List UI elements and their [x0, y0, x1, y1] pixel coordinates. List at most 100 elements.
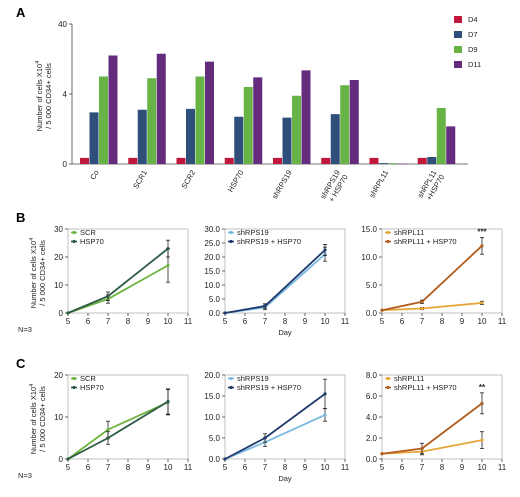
legend-label: SCR: [80, 228, 96, 237]
bar-d4-2: [176, 157, 186, 164]
bar-d11-2: [205, 61, 214, 164]
y-tick-label: 4.0: [366, 413, 378, 422]
x-tick-label: 8: [126, 463, 131, 472]
data-point: [480, 401, 484, 405]
x-tick-label: 10: [321, 317, 330, 326]
y-axis-label: Number of cells X104/ 5 000 CD34+ cells: [29, 384, 47, 455]
bar-d9-3: [243, 87, 253, 164]
bar-d11-4: [301, 70, 311, 164]
x-tick-label: 6: [86, 463, 91, 472]
x-tick-label: 11: [341, 463, 350, 472]
legend-swatch-d11: [454, 61, 462, 68]
y-tick-label: 4: [63, 90, 68, 99]
legend-label: shRPL11: [394, 374, 424, 383]
y-tick-label: 20: [54, 371, 63, 380]
x-tick-label: 5: [223, 463, 228, 472]
y-tick-label: 10.0: [361, 253, 377, 262]
bar-d4-0: [80, 157, 89, 164]
x-axis-label: Day: [278, 328, 292, 337]
legend-marker: [72, 376, 76, 381]
x-tick-label: 5: [380, 317, 385, 326]
bar-d7-5: [330, 114, 340, 164]
x-tick-label: 9: [146, 463, 151, 472]
legend-label: shRPL11: [394, 228, 424, 237]
y-tick-label: 0: [59, 455, 64, 464]
bar-d9-5: [340, 85, 350, 164]
x-tick-label: 10: [478, 317, 487, 326]
legend-label: shRPS19 + HSP70: [237, 383, 301, 392]
legend-marker: [229, 376, 233, 381]
x-tick-label: 8: [440, 317, 445, 326]
x-tick-label: 7: [263, 317, 268, 326]
legend-marker: [386, 230, 390, 235]
series-line-shrpl11-hsp70: [381, 402, 483, 455]
legend-marker: [386, 239, 390, 244]
y-tick-label: 10: [54, 281, 63, 290]
x-tick-label: 8: [283, 463, 288, 472]
y-axis-label-superscript: 4: [29, 238, 35, 241]
bar-d11-7: [446, 126, 456, 164]
bar-d9-2: [195, 76, 205, 164]
series-line-shrps19-hsp70: [224, 393, 326, 460]
subplot-c-2: 5 6 7 8 9 10 11 0.0 5.0 10.0 15.0 20.0 shRPS19shRPS1…: [204, 371, 349, 472]
bar-d9-1: [147, 78, 157, 164]
bar-d4-7: [417, 157, 427, 164]
data-point: [223, 457, 227, 461]
bar-d7-7: [427, 157, 437, 164]
y-tick-label: 20: [54, 253, 63, 262]
legend-marker: [229, 385, 233, 390]
y-axis-label-line1: Number of cells X10: [29, 241, 38, 309]
series-line-shrps19: [224, 414, 326, 460]
y-tick-label: 15.0: [204, 267, 220, 276]
panel-b: B Number of cells X104/ 5 000 CD34+ cells…: [16, 210, 507, 337]
data-point: [106, 436, 110, 440]
x-tick-label: 9: [303, 463, 308, 472]
y-tick-label: 5.0: [209, 434, 221, 443]
legend-swatch-d4: [454, 16, 462, 23]
y-tick-label: 10: [54, 413, 63, 422]
category-label-line: SCR2: [179, 169, 197, 191]
y-tick-label: 5.0: [366, 281, 378, 290]
legend-label: HSP70: [80, 237, 104, 246]
category-label: shRPS19: [270, 169, 294, 201]
data-point: [323, 392, 327, 396]
legend-label: shRPS19: [237, 374, 269, 383]
y-tick-label: 5.0: [209, 295, 221, 304]
category-label: HSP70: [226, 169, 246, 194]
bar-d4-5: [321, 157, 331, 164]
bar-d11-3: [253, 77, 263, 164]
subplot-b-2: 5 6 7 8 9 10 11 0.0 5.0 10.0 15.0 20.0 25.0 30.0 shRPS…: [204, 225, 349, 326]
y-axis-label: Number of cells X104/ 5 000 CD34+ cells: [35, 61, 53, 132]
y-tick-label: 0: [59, 309, 64, 318]
series-line-hsp70: [67, 400, 169, 460]
x-tick-label: 5: [380, 463, 385, 472]
legend-marker: [72, 239, 76, 244]
y-axis-label-line2: / 5 000 CD34+ cells: [44, 63, 53, 129]
y-axis-label-superscript: 4: [29, 384, 35, 387]
x-tick-label: 6: [400, 317, 405, 326]
data-point: [66, 311, 70, 315]
x-tick-label: 9: [303, 317, 308, 326]
y-tick-label: 10.0: [204, 281, 220, 290]
legend-marker: [72, 385, 76, 390]
bar-d11-6: [398, 163, 407, 165]
y-axis-label-line1: Number of cells X10: [29, 387, 38, 455]
x-tick-label: 10: [164, 463, 173, 472]
data-point: [420, 306, 424, 311]
data-point: [323, 413, 327, 417]
legend-label-d4: D4: [468, 15, 478, 24]
category-label-line: Co: [88, 169, 101, 182]
data-point: [106, 294, 110, 298]
data-point: [223, 311, 227, 315]
bar-d4-1: [128, 157, 138, 164]
bar-d7-4: [282, 117, 292, 164]
legend-swatch-d9: [454, 46, 462, 53]
x-tick-label: 10: [478, 463, 487, 472]
y-axis-label-superscript: 4: [35, 61, 41, 64]
